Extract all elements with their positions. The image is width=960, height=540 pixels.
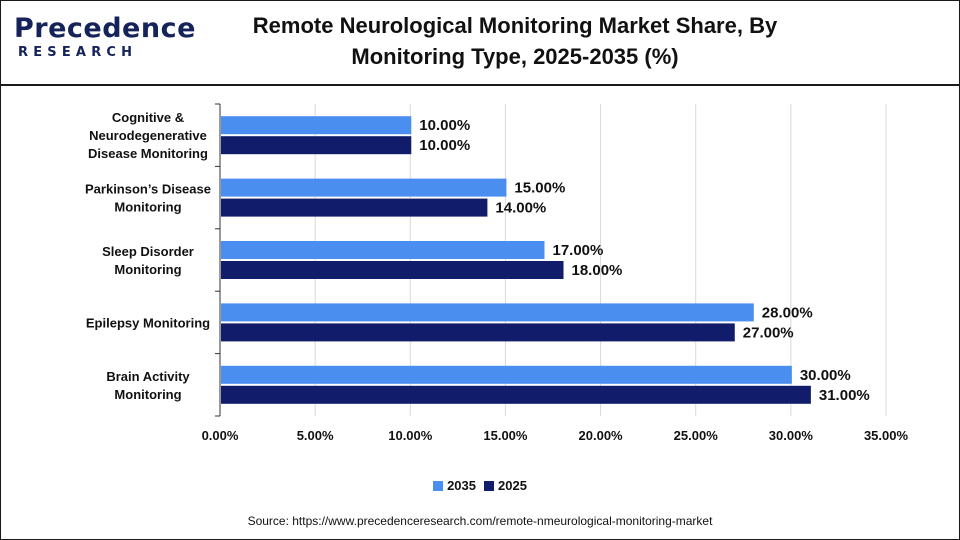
data-label-2035: 10.00% — [419, 117, 470, 134]
bar-2025 — [221, 385, 811, 404]
data-label-2025: 14.00% — [495, 200, 546, 217]
legend-label: 2025 — [498, 478, 527, 493]
bar-2035 — [221, 178, 507, 197]
legend-label: 2035 — [447, 478, 476, 493]
bar-2025 — [221, 198, 488, 217]
data-label-2035: 30.00% — [800, 367, 851, 384]
header-divider — [0, 84, 960, 86]
x-tick-label: 35.00% — [864, 428, 909, 443]
category-label: Neurodegenerative — [89, 128, 207, 143]
category-label: Parkinson’s Disease — [85, 182, 211, 197]
logo-wordmark: Precedence — [14, 13, 196, 44]
x-tick-label: 10.00% — [388, 428, 433, 443]
chart-title: Remote Neurological Monitoring Market Sh… — [220, 10, 810, 72]
logo-subtitle: RESEARCH — [18, 45, 138, 60]
x-tick-label: 25.00% — [674, 428, 719, 443]
bar-2035 — [221, 303, 754, 322]
bar-2035 — [221, 116, 412, 135]
category-label: Epilepsy Monitoring — [86, 315, 210, 330]
source-note: Source: https://www.precedenceresearch.c… — [247, 514, 713, 528]
chart-title-line-2: Monitoring Type, 2025-2035 (%) — [351, 44, 679, 69]
legend-swatch — [433, 480, 444, 491]
category-label: Cognitive & — [112, 110, 184, 125]
x-tick-label: 30.00% — [769, 428, 814, 443]
bar-2025 — [221, 323, 735, 342]
data-label-2035: 15.00% — [514, 180, 565, 197]
bar-2035 — [221, 241, 545, 259]
x-tick-label: 5.00% — [297, 428, 334, 443]
bar-2025 — [221, 261, 564, 279]
category-label: Monitoring — [114, 387, 181, 402]
bar-2025 — [221, 136, 412, 155]
category-label: Sleep Disorder — [102, 244, 194, 259]
category-label: Brain Activity — [106, 369, 190, 384]
chart-legend: 2035 2025 — [0, 478, 960, 494]
x-tick-label: 0.00% — [202, 428, 239, 443]
data-label-2035: 17.00% — [552, 242, 603, 259]
category-label: Monitoring — [114, 200, 181, 215]
legend-swatch — [484, 480, 494, 491]
data-label-2035: 28.00% — [762, 304, 813, 321]
data-label-2025: 31.00% — [819, 387, 870, 404]
data-label-2025: 18.00% — [572, 262, 623, 279]
legend-item-2025: 2025 — [484, 478, 527, 493]
data-label-2025: 27.00% — [743, 324, 794, 341]
category-label: Disease Monitoring — [88, 146, 208, 161]
legend-item-2035: 2035 — [433, 478, 476, 493]
chart-title-line-1: Remote Neurological Monitoring Market Sh… — [252, 13, 778, 38]
x-tick-label: 15.00% — [483, 428, 528, 443]
data-label-2025: 10.00% — [419, 137, 470, 154]
x-tick-label: 20.00% — [579, 428, 624, 443]
category-label: Monitoring — [114, 262, 181, 277]
precedence-research-logo: Precedence RESEARCH — [14, 14, 195, 66]
bar-2035 — [221, 365, 792, 384]
